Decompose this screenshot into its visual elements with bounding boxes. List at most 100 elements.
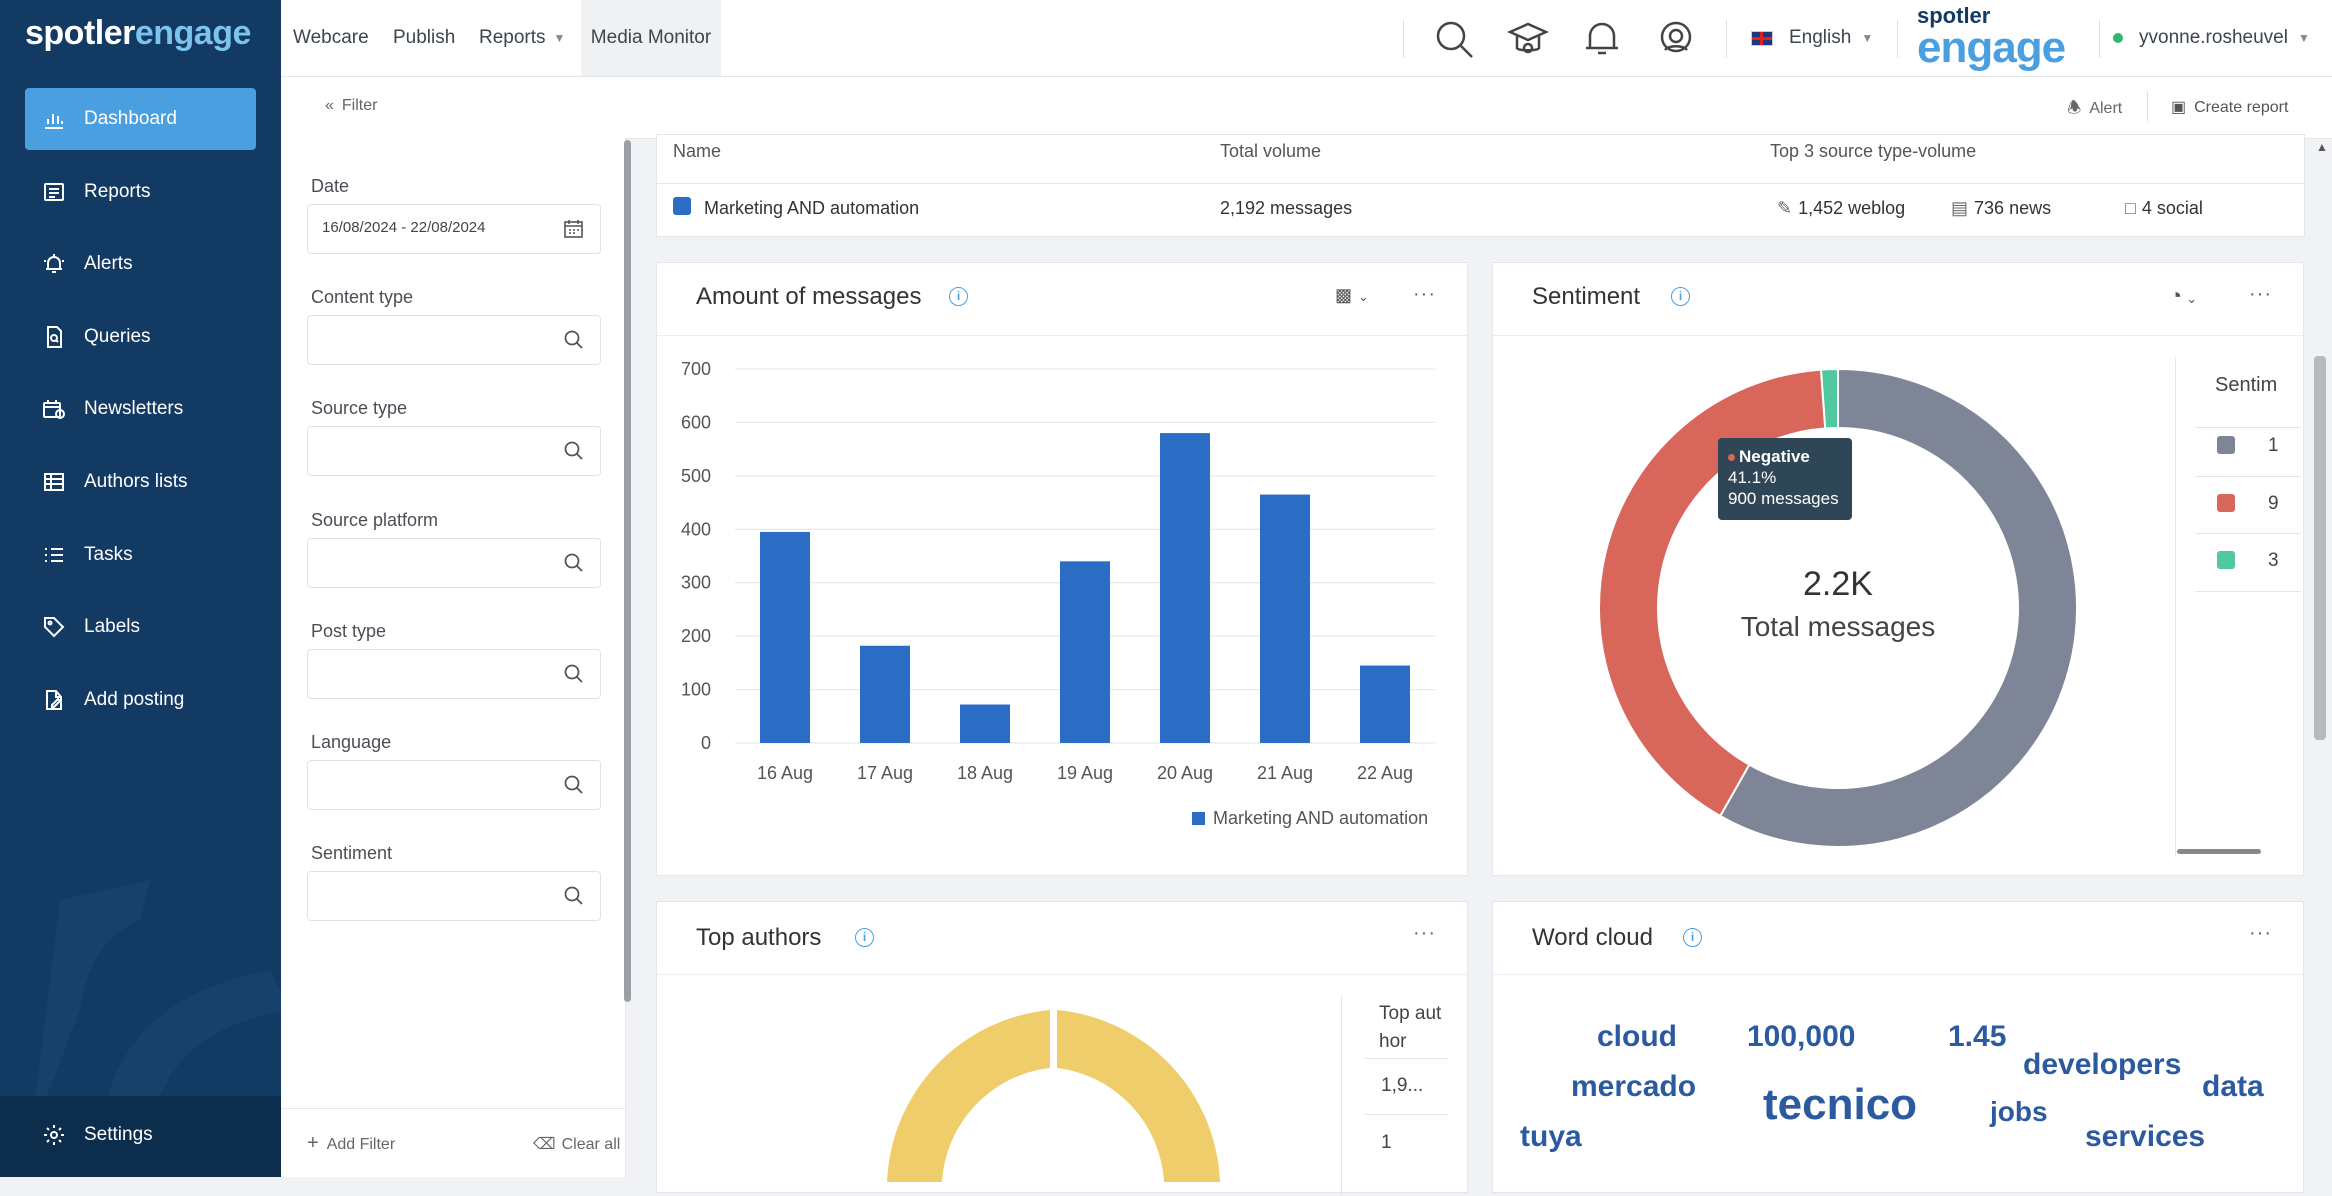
date-range-input[interactable]: 16/08/2024 - 22/08/2024 [307, 204, 601, 254]
word-cloud-word[interactable]: mercado [1571, 1070, 1697, 1103]
info-icon[interactable]: i [1671, 287, 1690, 306]
legend-label: Marketing AND automation [1213, 808, 1428, 828]
word-cloud-word[interactable]: tecnico [1763, 1080, 1918, 1129]
add-filter-button[interactable]: + Add Filter [307, 1132, 395, 1155]
bar[interactable] [960, 704, 1010, 743]
donut-slice-positive[interactable] [1819, 367, 1839, 430]
word-cloud-word[interactable]: jobs [1990, 1096, 2048, 1127]
search-icon[interactable] [1433, 18, 1475, 60]
chart-type-selector[interactable]: ◔ ⌄ [2169, 283, 2197, 309]
create-report-button[interactable]: ▣ Create report [2171, 97, 2288, 117]
bar[interactable] [1260, 494, 1310, 743]
query-name[interactable]: Marketing AND automation [704, 198, 920, 218]
word-cloud-word[interactable]: 100,000 [1747, 1020, 1856, 1053]
info-icon[interactable]: i [949, 287, 968, 306]
sentiment-filter-input[interactable] [307, 871, 601, 921]
x-tick-label: 20 Aug [1157, 763, 1213, 783]
nav-webcare[interactable]: Webcare [293, 27, 369, 48]
calendar-icon[interactable] [563, 218, 584, 239]
more-options-icon[interactable]: ··· [2249, 922, 2272, 944]
word-cloud-word[interactable]: data [2202, 1070, 2264, 1103]
bar-chart: 0 100 200 300 400 500 600 700 16 Aug 17 Aug 18 Aug… [681, 359, 1435, 828]
page-scrollbar[interactable] [2314, 356, 2326, 740]
nav-reports[interactable]: Reports ▼ [479, 0, 565, 76]
card-title: Sentiment [1532, 283, 1641, 310]
sidebar-item-label: Settings [84, 1124, 153, 1145]
x-tick-label: 19 Aug [1057, 763, 1113, 783]
sidebar-item-reports[interactable]: Reports [25, 161, 256, 223]
nav-media-monitor[interactable]: Media Monitor [581, 0, 721, 76]
more-options-icon[interactable]: ··· [2249, 283, 2272, 305]
language-filter-input[interactable] [307, 760, 601, 810]
source-label: weblog [1843, 198, 1906, 218]
card-title: Top authors [696, 924, 822, 951]
word-cloud-word[interactable]: developers [2023, 1048, 2182, 1081]
sidebar-item-label: Labels [84, 616, 140, 637]
sidebar-item-newsletters[interactable]: Newsletters [25, 378, 256, 440]
filter-panel-scrollbar[interactable] [624, 140, 631, 1002]
language-select[interactable]: English ▼ [1751, 0, 1873, 76]
sidebar-item-authors-lists[interactable]: Authors lists [25, 451, 256, 513]
app-logo[interactable]: spotlerengage [25, 14, 251, 52]
clear-all-button[interactable]: ⌫ Clear all [533, 1134, 620, 1154]
bar[interactable] [1360, 665, 1410, 743]
info-icon[interactable]: i [855, 928, 874, 947]
sidebar-item-alerts[interactable]: Alerts [25, 233, 256, 295]
sidebar-item-queries[interactable]: Queries [25, 306, 256, 368]
nav-publish[interactable]: Publish [393, 27, 456, 48]
more-options-icon[interactable]: ··· [1413, 922, 1436, 944]
sidebar-item-dashboard[interactable]: Dashboard [25, 88, 256, 150]
info-icon[interactable]: i [1683, 928, 1702, 947]
divider [2195, 476, 2301, 477]
legend-scrollbar[interactable] [2177, 849, 2261, 854]
top-navigation: Webcare Publish Reports ▼ Media Monitor … [281, 0, 2332, 77]
chart-type-selector[interactable]: ▩ ⌄ [1335, 285, 1369, 306]
post-type-input[interactable] [307, 649, 601, 699]
word-cloud-word[interactable]: cloud [1597, 1020, 1677, 1053]
filter-label: Filter [341, 97, 378, 114]
divider [281, 1108, 625, 1109]
bar[interactable] [1160, 433, 1210, 743]
sidebar-item-add-posting[interactable]: Add posting [25, 669, 256, 731]
card-title: Word cloud [1532, 924, 1653, 951]
tooltip-messages: 900 messages [1728, 489, 1839, 508]
sidebar-item-tasks[interactable]: Tasks [25, 524, 256, 586]
donut-slice-neutral[interactable] [1718, 367, 2078, 848]
x-tick-label: 18 Aug [957, 763, 1013, 783]
chevron-down-icon: ▼ [553, 31, 566, 45]
word-cloud-word[interactable]: 1.45 [1948, 1020, 2007, 1053]
volume-unit: messages [1265, 198, 1353, 218]
table-header-name: Name [673, 141, 722, 161]
content-type-input[interactable] [307, 315, 601, 365]
toggle-filter-button[interactable]: « Filter [325, 97, 377, 115]
source-count: 1,452 [1798, 198, 1844, 218]
donut-slice-negative[interactable] [1598, 368, 1827, 818]
query-summary-table: Name Total volume Top 3 source type-volu… [656, 134, 2305, 237]
scroll-up-icon[interactable]: ▲ [2316, 140, 2328, 154]
legend-swatch-neutral [2217, 436, 2235, 454]
alert-button[interactable]: 🕭 Alert [2067, 97, 2122, 124]
bell-icon[interactable] [1581, 18, 1623, 60]
user-menu[interactable]: yvonne.rosheuvel ▼ [2113, 0, 2310, 76]
sidebar-item-labels[interactable]: Labels [25, 596, 256, 658]
divider [1493, 335, 2303, 336]
more-options-icon[interactable]: ··· [1413, 283, 1436, 305]
query-volume: 2,192 messages [1220, 198, 1352, 219]
divider [657, 335, 1467, 336]
source-type-input[interactable] [307, 426, 601, 476]
sentiment-card: Sentiment i ◔ ⌄ ··· 2.2K Total messages N… [1492, 262, 2304, 876]
y-tick-label: 400 [681, 519, 711, 539]
user-name: yvonne.rosheuvel [2139, 27, 2288, 48]
bar[interactable] [1060, 561, 1110, 743]
sidebar-item-label: Newsletters [84, 398, 184, 419]
support-icon[interactable] [1655, 18, 1697, 60]
sidebar-item-settings[interactable]: Settings [25, 1104, 256, 1166]
academy-icon[interactable] [1507, 18, 1549, 60]
chevron-down-icon: ▼ [2297, 31, 2310, 45]
bar[interactable] [760, 531, 810, 743]
bar[interactable] [860, 645, 910, 743]
source-platform-input[interactable] [307, 538, 601, 588]
word-cloud-word[interactable]: services [2085, 1120, 2206, 1153]
table-header-sources: Top 3 source type-volume [1770, 141, 1977, 161]
word-cloud-word[interactable]: tuya [1520, 1120, 1582, 1153]
